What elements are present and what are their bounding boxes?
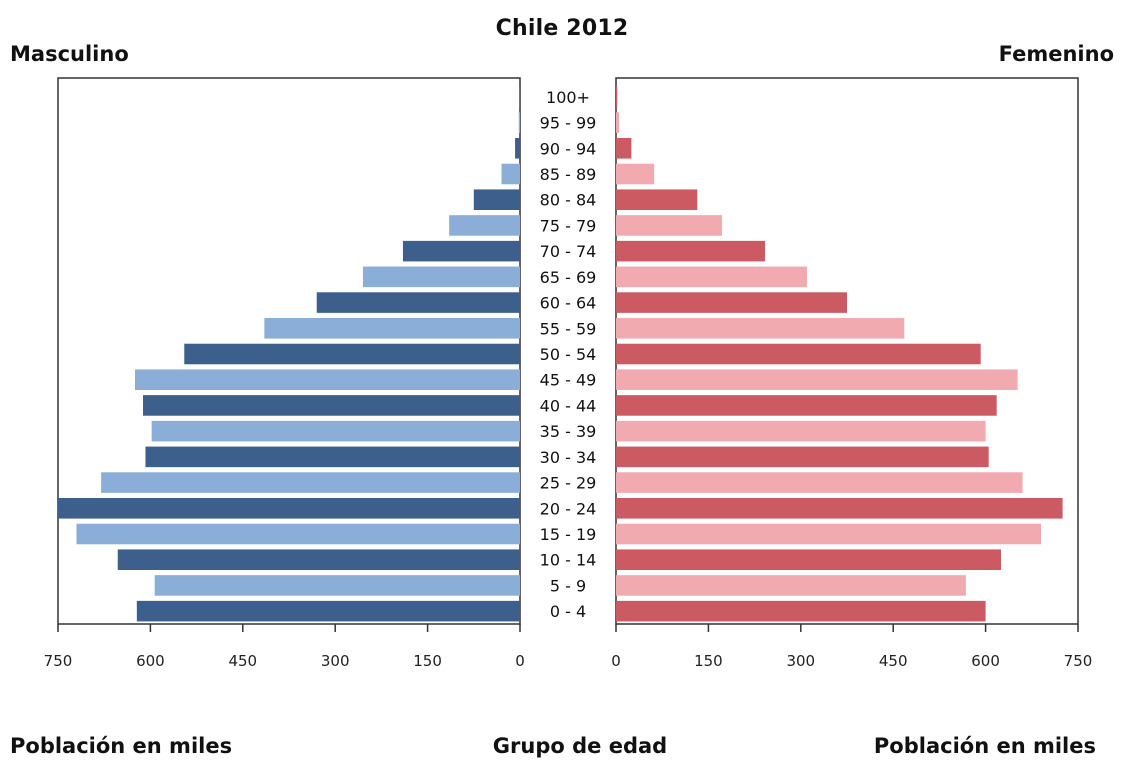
male-bar-5-9 [154,575,520,596]
male-bar-45-49 [135,369,520,390]
age-label: 15 - 19 [540,525,597,544]
age-label: 60 - 64 [540,294,597,313]
male-bar-60-64 [316,292,520,313]
male-bar-70-74 [402,240,520,262]
male-bar-30-34 [145,446,521,468]
female-bar-95-99 [616,112,620,133]
female-tick-label: 0 [611,652,621,670]
age-label: 65 - 69 [540,268,597,287]
female-bars [616,86,1063,622]
age-label: 25 - 29 [540,474,597,493]
male-bar-75-79 [449,215,520,236]
male-bar-85-89 [501,163,520,185]
female-bar-70-74 [616,240,766,262]
female-bar-30-34 [616,446,989,468]
male-bar-100+ [519,86,520,108]
age-label: 100+ [546,88,590,107]
male-bar-65-69 [362,266,520,288]
age-label: 30 - 34 [540,448,597,467]
female-tick-label: 300 [786,652,815,670]
female-bar-50-54 [616,343,981,365]
female-bar-90-94 [616,138,632,159]
age-label: 75 - 79 [540,216,597,235]
age-label: 85 - 89 [540,165,597,184]
male-label: Masculino [10,42,129,66]
male-bars [58,86,521,622]
age-label: 45 - 49 [540,371,597,390]
center-axis-title: Grupo de edad [492,734,668,758]
male-bar-55-59 [264,318,520,339]
male-tick-label: 750 [44,652,73,670]
female-tick-label: 150 [694,652,723,670]
male-bar-95-99 [518,112,520,133]
male-tick-label: 600 [136,652,165,670]
age-label: 95 - 99 [540,114,597,133]
female-bar-10-14 [616,549,1001,570]
female-bar-40-44 [616,395,997,416]
male-tick-label: 300 [321,652,350,670]
male-bar-80-84 [473,189,520,210]
female-tick-label: 750 [1064,652,1093,670]
female-bar-45-49 [616,369,1018,390]
male-bar-10-14 [117,549,520,570]
female-bar-65-69 [616,266,807,288]
male-bar-0-4 [136,600,520,622]
age-label: 40 - 44 [540,396,597,415]
male-tick-label: 0 [515,652,525,670]
chart-title: Chile 2012 [495,16,629,41]
female-bar-0-4 [616,600,986,622]
age-label: 55 - 59 [540,319,597,338]
female-x-axis: 0 150 300 450 600 750 [611,624,1092,670]
age-label: 80 - 84 [540,191,597,210]
female-bar-100+ [616,86,618,108]
male-bar-50-54 [184,343,520,365]
female-bar-25-29 [616,472,1023,493]
male-bar-35-39 [151,420,520,442]
male-tick-label: 150 [413,652,442,670]
male-bar-25-29 [101,472,521,493]
male-tick-label: 450 [228,652,257,670]
age-label: 5 - 9 [550,576,586,595]
male-x-axis: 0 150 300 450 600 750 [44,624,525,670]
female-tick-label: 600 [971,652,1000,670]
male-bar-90-94 [515,138,520,159]
female-bar-55-59 [616,318,905,339]
female-tick-label: 450 [879,652,908,670]
age-label: 35 - 39 [540,422,597,441]
female-bar-15-19 [616,523,1042,545]
age-label: 10 - 14 [540,551,597,570]
female-bar-85-89 [616,163,655,185]
male-bar-15-19 [76,523,520,545]
male-axis-title: Población en miles [10,734,233,758]
female-bar-80-84 [616,189,698,210]
population-pyramid: 0 - 4 5 - 9 10 - 14 15 - 19 20 - 24 25 - 29 30… [44,77,1092,670]
female-label: Femenino [998,42,1114,66]
male-bar-40-44 [143,395,520,416]
female-bar-75-79 [616,215,722,236]
female-bar-5-9 [616,575,966,596]
age-label: 70 - 74 [540,242,597,261]
female-bar-60-64 [616,292,847,313]
age-label: 0 - 4 [550,602,586,621]
female-axis-title: Población en miles [873,734,1096,758]
male-bar-20-24 [58,498,520,519]
age-label: 50 - 54 [540,345,597,364]
female-bar-20-24 [616,498,1063,519]
female-bar-35-39 [616,420,986,442]
age-group-labels: 0 - 4 5 - 9 10 - 14 15 - 19 20 - 24 25 - 29 30… [540,88,597,621]
age-label: 90 - 94 [540,139,597,158]
age-label: 20 - 24 [540,499,597,518]
